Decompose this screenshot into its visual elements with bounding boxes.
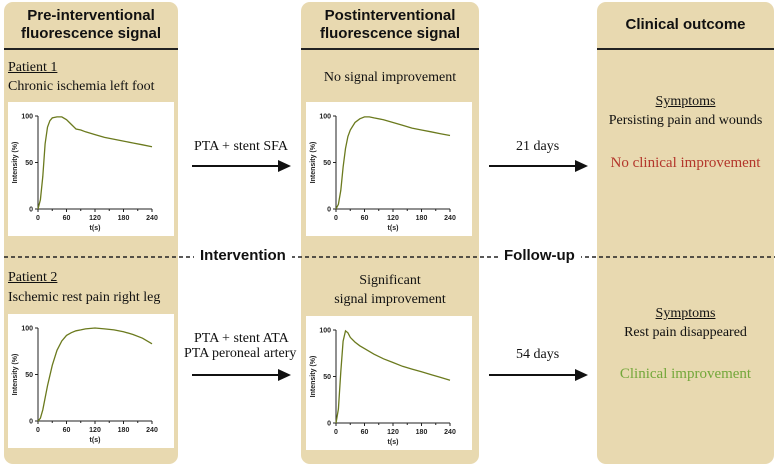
p2-post-ylabel: Intensity (%): [310, 356, 317, 398]
patient2-post-note-line1: Significant: [359, 273, 421, 288]
p1-post-series-line: [335, 116, 451, 210]
p2-pre-xlabel: t(s): [90, 437, 101, 444]
patient2-label: Patient 2: [8, 270, 58, 285]
p1-post-ytick-label: 50: [323, 160, 331, 167]
p1-post-xtick-label: 60: [361, 215, 369, 222]
p1-post-xtick-label: 180: [416, 215, 428, 222]
p1-post-ytick-label: 100: [319, 114, 331, 121]
p1-pre-ytick-label: 0: [29, 207, 33, 214]
p1-pre-xtick-label: 240: [146, 215, 158, 222]
p1-pre-ytick-label: 50: [25, 160, 33, 167]
patient2-symptoms-label: Symptoms: [655, 306, 716, 321]
patient1-post-note: No signal improvement: [323, 70, 457, 85]
patient2-intervention-line2: PTA peroneal artery: [184, 346, 297, 361]
p2-post-xtick-label: 0: [334, 429, 338, 436]
p1-pre-xtick-label: 0: [36, 215, 40, 222]
patient1-condition: Chronic ischemia left foot: [8, 79, 155, 94]
patient1-symptoms: Persisting pain and wounds: [608, 113, 763, 128]
p2-post-xtick-label: 120: [387, 429, 399, 436]
p2-pre-xtick-label: 240: [146, 427, 158, 434]
chart-p2-pre: 0 50 100 0 60 120 180 240 t(s) Intensity (%): [8, 314, 174, 448]
p1-pre-xtick-label: 120: [89, 215, 101, 222]
patient1-followup-days: 21 days: [516, 139, 560, 154]
p2-pre-ylabel: Intensity (%): [12, 354, 19, 396]
pre-column-header: Pre-interventional fluorescence signal: [4, 2, 178, 50]
patient2-followup-days: 54 days: [516, 347, 560, 362]
arrow-p1-followup-icon: [489, 160, 588, 172]
arrow-p1-intervention-icon: [192, 160, 291, 172]
p1-post-xtick-label: 0: [334, 215, 338, 222]
p1-pre-xtick-label: 60: [63, 215, 71, 222]
p1-post-xlabel: t(s): [388, 225, 399, 232]
p2-post-xtick-label: 240: [444, 429, 456, 436]
p2-pre-xtick-label: 0: [36, 427, 40, 434]
outcome-column-header: Clinical outcome: [597, 2, 774, 50]
patient2-outcome: Clinical improvement: [619, 366, 752, 382]
p2-post-ytick-label: 100: [319, 328, 331, 335]
chart-p1-post: 0 50 100 0 60 120 180 240 t(s) Intensity (%): [306, 102, 472, 236]
chart-p1-pre: 0 50 100 0 60 120 180 240 t(s) Intensity (%): [8, 102, 174, 236]
p1-pre-ylabel: Intensity (%): [12, 142, 19, 184]
p2-pre-xtick-label: 180: [118, 427, 130, 434]
p2-post-xtick-label: 180: [416, 429, 428, 436]
p1-post-xtick-label: 240: [444, 215, 456, 222]
patient2-symptoms: Rest pain disappeared: [624, 325, 747, 340]
p2-post-xlabel: t(s): [388, 439, 399, 446]
patient1-symptoms-label: Symptoms: [655, 94, 716, 109]
p2-post-series-line: [335, 329, 451, 424]
arrow-p2-intervention-icon: [192, 369, 291, 381]
chart-p2-post: 0 50 100 0 60 120 180 240 t(s) Intensity (%): [306, 316, 472, 450]
chart-p2-pre-svg: 0 50 100 0 60 120 180 240 t(s) Intensity (%): [12, 326, 158, 445]
p1-pre-series-line: [37, 116, 153, 210]
p2-pre-series-line: [37, 327, 153, 422]
patient1-label: Patient 1: [8, 60, 58, 75]
outcome-column: Clinical outcome: [597, 2, 774, 464]
p1-pre-xlabel: t(s): [90, 225, 101, 232]
p1-post-ytick-label: 0: [327, 207, 331, 214]
chart-p1-pre-svg: 0 50 100 0 60 120 180 240 t(s) Intensity (%): [12, 114, 158, 233]
p1-pre-ytick-label: 100: [21, 114, 33, 121]
intervention-label: Intervention: [194, 247, 292, 264]
p2-post-xtick-label: 60: [361, 429, 369, 436]
patient1-outcome: No clinical improvement: [610, 155, 761, 171]
chart-p2-post-svg: 0 50 100 0 60 120 180 240 t(s) Intensity (%): [310, 328, 456, 447]
p1-post-ylabel: Intensity (%): [310, 142, 317, 184]
p1-post-xtick-label: 120: [387, 215, 399, 222]
chart-p1-post-svg: 0 50 100 0 60 120 180 240 t(s) Intensity (%): [310, 114, 456, 233]
p2-pre-xtick-label: 120: [89, 427, 101, 434]
p1-pre-xtick-label: 180: [118, 215, 130, 222]
patient2-condition: Ischemic rest pain right leg: [8, 290, 161, 305]
p2-post-ytick-label: 50: [323, 374, 331, 381]
p2-pre-ytick-label: 50: [25, 372, 33, 379]
arrow-p2-followup-icon: [489, 369, 588, 381]
p2-pre-ytick-label: 0: [29, 419, 33, 426]
patient2-intervention-line1: PTA + stent ATA: [194, 331, 289, 346]
followup-label: Follow-up: [498, 247, 581, 264]
patient2-post-note-line2: signal improvement: [334, 292, 446, 307]
p2-pre-xtick-label: 60: [63, 427, 71, 434]
p2-pre-ytick-label: 100: [21, 326, 33, 333]
p2-post-ytick-label: 0: [327, 421, 331, 428]
patient1-intervention: PTA + stent SFA: [194, 139, 289, 154]
post-column-header: Postinterventional fluorescence signal: [301, 2, 479, 50]
